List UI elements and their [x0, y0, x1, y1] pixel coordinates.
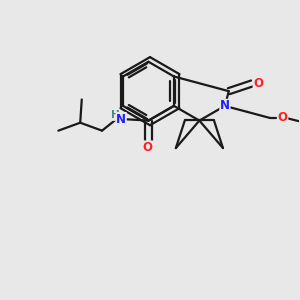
Text: O: O — [143, 141, 153, 154]
Text: O: O — [253, 77, 263, 90]
Text: O: O — [278, 111, 288, 124]
Text: N: N — [220, 99, 230, 112]
Text: H: H — [111, 110, 120, 120]
Text: N: N — [116, 112, 126, 125]
